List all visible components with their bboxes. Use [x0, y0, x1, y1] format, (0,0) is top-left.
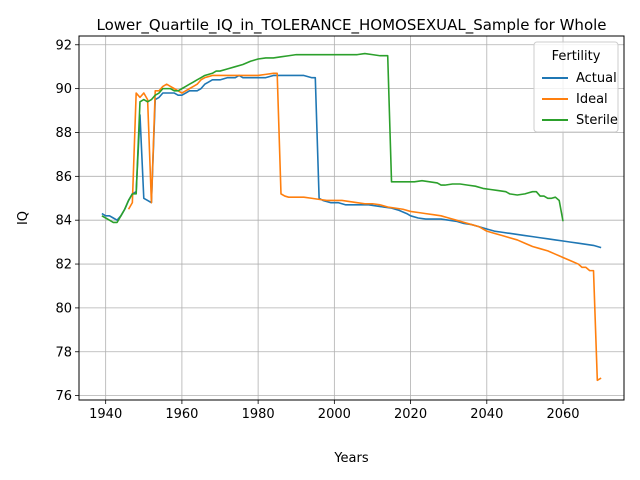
x-tick-label: 1960: [165, 407, 198, 422]
plot-frame: [78, 35, 625, 401]
y-tick-label: 84: [55, 214, 72, 229]
x-tick-label: 2060: [546, 407, 579, 422]
y-tick-label: 86: [55, 170, 72, 185]
series-line-actual: [101, 74, 602, 249]
x-axis-ticks: 1940 1960 1980 2000 2020 2040 2060: [89, 400, 580, 422]
y-tick-label: 88: [55, 126, 72, 141]
series-line-ideal: [127, 72, 602, 382]
y-tick-label: 90: [55, 82, 72, 97]
legend-label-ideal: Ideal: [576, 92, 608, 107]
legend-box: [533, 41, 619, 133]
x-tick-label: 2020: [394, 407, 427, 422]
y-tick-label: 92: [55, 38, 72, 53]
series-line-sterile: [101, 52, 564, 224]
y-axis-ticks: 76 78 80 82 84 86 88 90 92: [55, 38, 79, 404]
y-axis-label: IQ: [16, 211, 31, 225]
legend-label-actual: Actual: [576, 71, 617, 86]
legend-title: Fertility: [552, 49, 601, 64]
grid: [79, 36, 624, 400]
series-lines: [101, 52, 602, 382]
chart-title: Lower_Quartile_IQ_in_TOLERANCE_HOMOSEXUA…: [96, 16, 606, 35]
y-tick-label: 78: [55, 345, 72, 360]
x-tick-label: 1940: [89, 407, 122, 422]
x-tick-label: 1980: [242, 407, 275, 422]
legend: Fertility Actual Ideal Sterile: [533, 41, 619, 133]
y-tick-label: 80: [55, 301, 72, 316]
x-axis-label: Years: [333, 451, 369, 466]
y-tick-label: 82: [55, 258, 72, 273]
legend-items: Actual Ideal Sterile: [542, 71, 618, 128]
legend-label-sterile: Sterile: [576, 113, 618, 128]
y-tick-label: 76: [55, 389, 72, 404]
x-tick-label: 2000: [318, 407, 351, 422]
x-tick-label: 2040: [470, 407, 503, 422]
